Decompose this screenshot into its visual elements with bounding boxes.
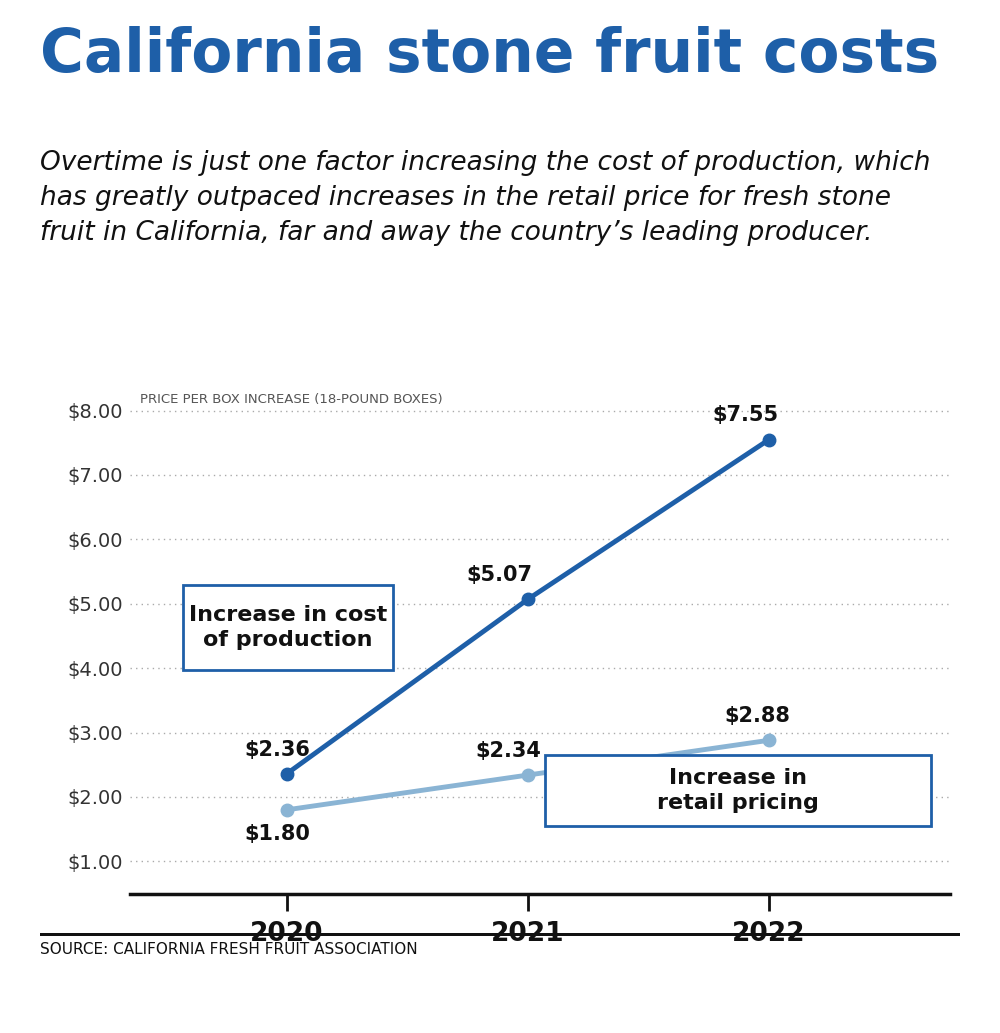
- Text: Increase in cost
of production: Increase in cost of production: [189, 605, 387, 650]
- Text: $1.80: $1.80: [244, 824, 310, 844]
- FancyBboxPatch shape: [545, 755, 931, 826]
- Text: $7.55: $7.55: [712, 405, 778, 426]
- Text: California stone fruit costs: California stone fruit costs: [40, 26, 939, 85]
- Text: Increase in
retail pricing: Increase in retail pricing: [657, 769, 819, 813]
- Text: SOURCE: CALIFORNIA FRESH FRUIT ASSOCIATION: SOURCE: CALIFORNIA FRESH FRUIT ASSOCIATI…: [40, 942, 418, 958]
- Text: PRICE PER BOX INCREASE (18-POUND BOXES): PRICE PER BOX INCREASE (18-POUND BOXES): [140, 393, 442, 406]
- Text: Overtime is just one factor increasing the cost of production, which
has greatly: Overtime is just one factor increasing t…: [40, 150, 930, 246]
- Text: $2.36: $2.36: [244, 740, 310, 759]
- Text: $2.88: $2.88: [724, 707, 790, 726]
- Text: $5.07: $5.07: [466, 565, 532, 585]
- Text: $2.34: $2.34: [476, 741, 542, 761]
- FancyBboxPatch shape: [183, 585, 393, 670]
